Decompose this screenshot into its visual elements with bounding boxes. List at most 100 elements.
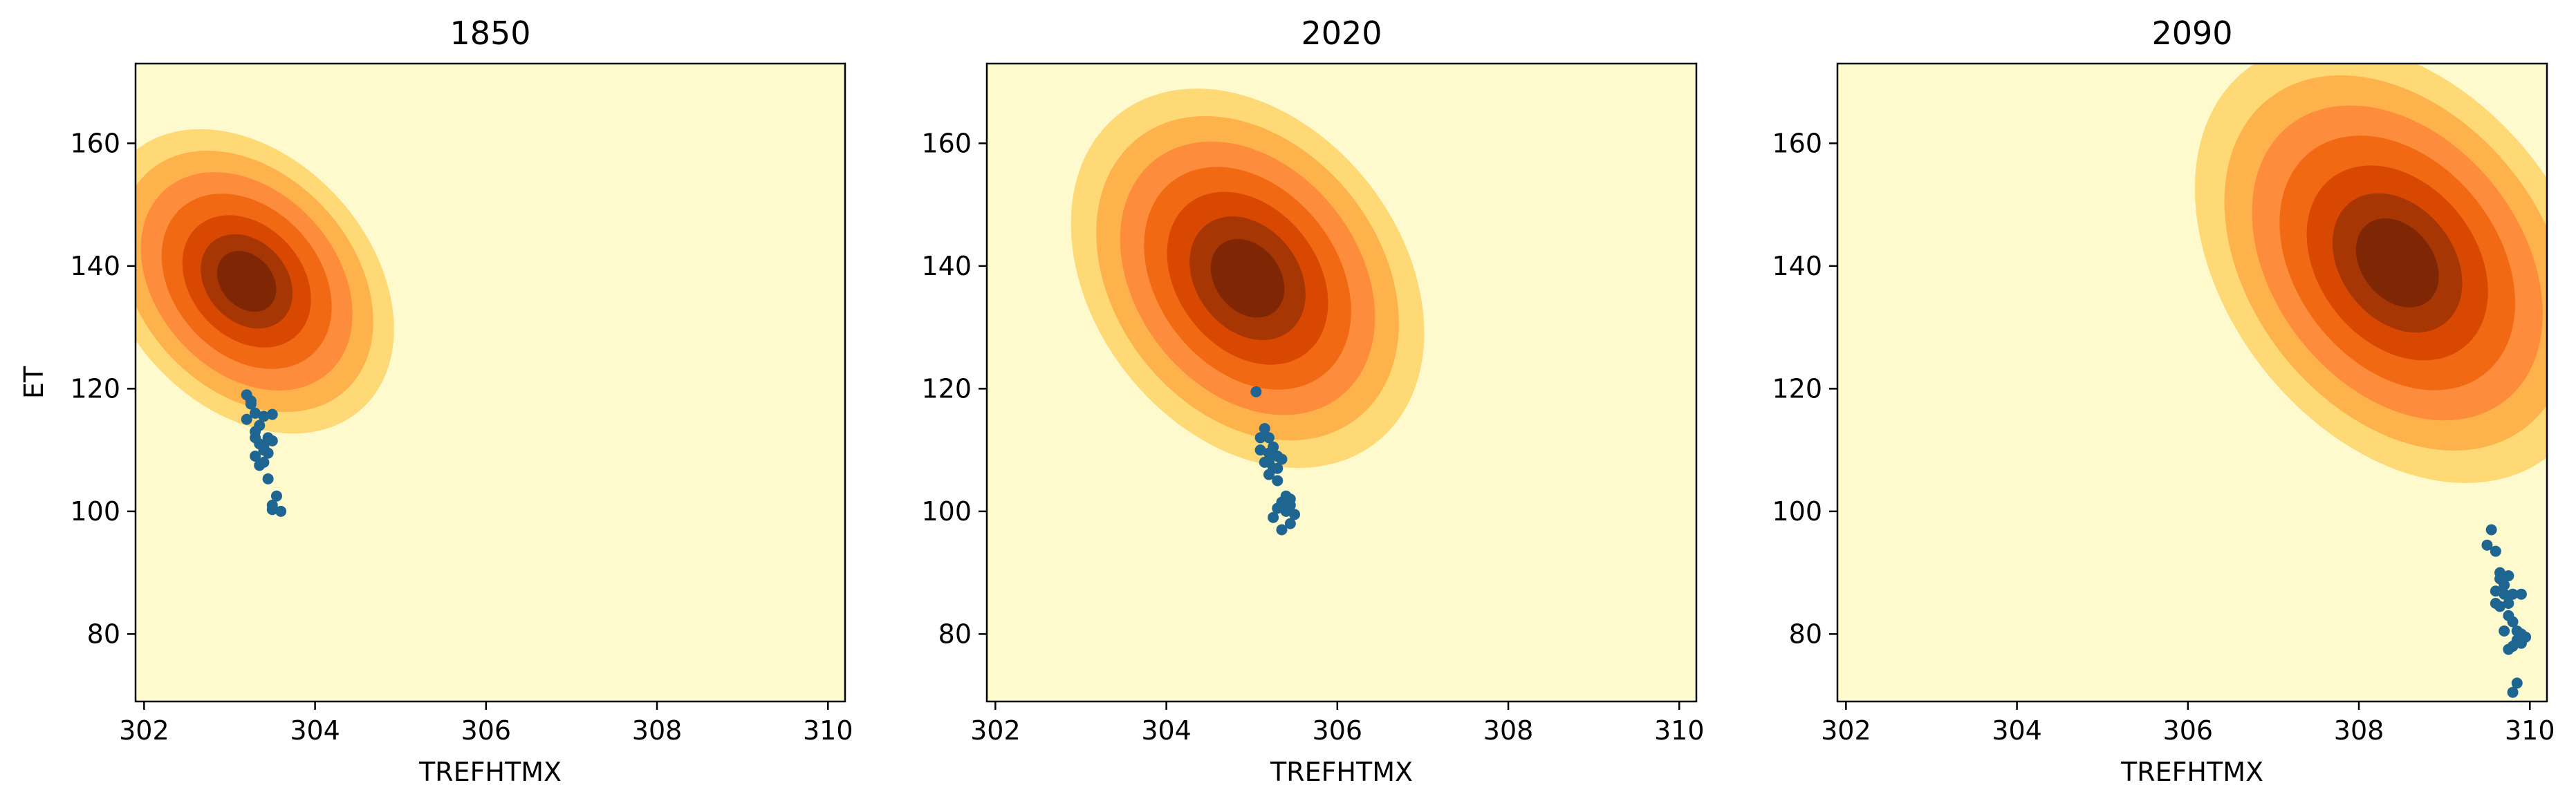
- scatter-point: [241, 413, 252, 425]
- x-tick-label: 304: [290, 715, 340, 746]
- scatter-point: [1280, 505, 1292, 517]
- y-tick-label: 120: [70, 373, 120, 404]
- panel-1850: 302 304 306 308 310 80 100 120 140 160 1850 TREFHTM…: [19, 15, 853, 787]
- x-tick-label: 306: [2163, 715, 2214, 746]
- axes-frame: [134, 62, 846, 703]
- scatter-point: [2503, 598, 2514, 609]
- scatter-point: [266, 408, 278, 420]
- scatter-point: [2515, 637, 2527, 649]
- density-contours: [2194, 64, 2547, 483]
- scatter-point: [254, 460, 266, 471]
- y-tick-label: 140: [1772, 251, 1822, 281]
- scatter-series: [2481, 524, 2532, 698]
- scatter-point: [1272, 475, 1284, 487]
- density-level-7: [2355, 218, 2439, 308]
- density-level-7: [216, 251, 277, 312]
- density-contours: [136, 129, 394, 434]
- scatter-point: [266, 435, 278, 446]
- scatter-point: [1263, 447, 1275, 459]
- scatter-series: [1250, 386, 1301, 536]
- scatter-point: [1276, 524, 1288, 536]
- x-axis-label: TREFHTMX: [418, 757, 562, 787]
- y-tick-label: 140: [921, 251, 972, 281]
- scatter-point: [2490, 598, 2501, 609]
- y-axis-label: ET: [19, 366, 49, 399]
- scatter-point: [250, 451, 261, 462]
- y-tick-label: 120: [921, 373, 972, 404]
- scatter-point: [2499, 625, 2510, 637]
- panel-2020: 302 304 306 308 310 80 100 120 140 160 2020 TREFHTM…: [921, 15, 1704, 787]
- scatter-point: [266, 504, 278, 516]
- scatter-point: [2481, 539, 2493, 551]
- scatter-point: [1276, 453, 1288, 465]
- x-tick-label: 302: [119, 715, 169, 746]
- y-tick-label: 160: [1772, 128, 1822, 158]
- scatter-point: [250, 432, 261, 444]
- y-tick-label: 100: [1772, 496, 1822, 527]
- scatter-point: [1268, 511, 1279, 523]
- axes-frame: [985, 62, 1698, 703]
- x-tick-label: 306: [1313, 715, 1363, 746]
- x-tick-label: 306: [461, 715, 512, 746]
- x-tick-label: 308: [1483, 715, 1534, 746]
- x-axis-label: TREFHTMX: [1270, 757, 1413, 787]
- scatter-point: [250, 407, 261, 419]
- scatter-point: [1250, 386, 1262, 397]
- x-tick-label: 304: [1141, 715, 1192, 746]
- scatter-point: [258, 444, 270, 456]
- y-tick-label: 80: [1789, 619, 1822, 649]
- y-tick-label: 140: [70, 251, 120, 281]
- scatter-point: [2507, 588, 2519, 600]
- scatter-point: [2499, 588, 2510, 600]
- scatter-point: [2507, 616, 2519, 628]
- scatter-point: [2494, 567, 2506, 578]
- scatter-point: [1254, 444, 1266, 456]
- y-tick-label: 100: [70, 496, 120, 527]
- density-level-7: [1210, 238, 1285, 318]
- x-tick-label: 302: [1821, 715, 1871, 746]
- scatter-point: [2490, 585, 2501, 597]
- scatter-series: [241, 389, 287, 517]
- scatter-point: [1259, 423, 1270, 435]
- y-tick-label: 160: [921, 128, 972, 158]
- scatter-point: [1254, 432, 1266, 444]
- scatter-point: [258, 411, 270, 422]
- scatter-point: [2485, 524, 2497, 536]
- panel-title: 2090: [2151, 15, 2232, 52]
- scatter-point: [2503, 643, 2514, 655]
- scatter-point: [1284, 518, 1296, 529]
- scatter-point: [1263, 432, 1275, 444]
- scatter-point: [2490, 545, 2501, 557]
- x-tick-label: 308: [632, 715, 683, 746]
- scatter-point: [1272, 502, 1284, 514]
- scatter-point: [1263, 456, 1275, 468]
- scatter-point: [1289, 509, 1301, 520]
- x-tick-label: 310: [2505, 715, 2555, 746]
- scatter-point: [2511, 677, 2523, 689]
- x-tick-label: 310: [1654, 715, 1705, 746]
- x-tick-label: 304: [1992, 715, 2042, 746]
- axes-frame: [1836, 62, 2548, 703]
- x-axis-label: TREFHTMX: [2120, 757, 2263, 787]
- scatter-point: [270, 490, 282, 502]
- scatter-point: [2503, 570, 2514, 582]
- scatter-point: [1263, 469, 1275, 480]
- scatter-point: [1272, 462, 1284, 474]
- y-tick-label: 80: [938, 619, 972, 649]
- x-tick-label: 310: [803, 715, 853, 746]
- panel-title: 1850: [450, 15, 530, 52]
- density-contours: [1071, 88, 1425, 469]
- y-tick-label: 160: [70, 128, 120, 158]
- scatter-point: [262, 473, 274, 484]
- scatter-point: [2507, 686, 2519, 698]
- scatter-point: [2499, 579, 2510, 591]
- panel-2090: 302 304 306 308 310 80 100 120 140 160 2090 TREFHTM…: [1772, 15, 2555, 787]
- panel-title: 2020: [1301, 15, 1382, 52]
- y-tick-label: 100: [921, 496, 972, 527]
- scatter-point: [245, 395, 257, 407]
- x-tick-label: 308: [2334, 715, 2384, 746]
- scatter-point: [2515, 588, 2527, 600]
- y-tick-label: 120: [1772, 373, 1822, 404]
- x-tick-label: 302: [970, 715, 1021, 746]
